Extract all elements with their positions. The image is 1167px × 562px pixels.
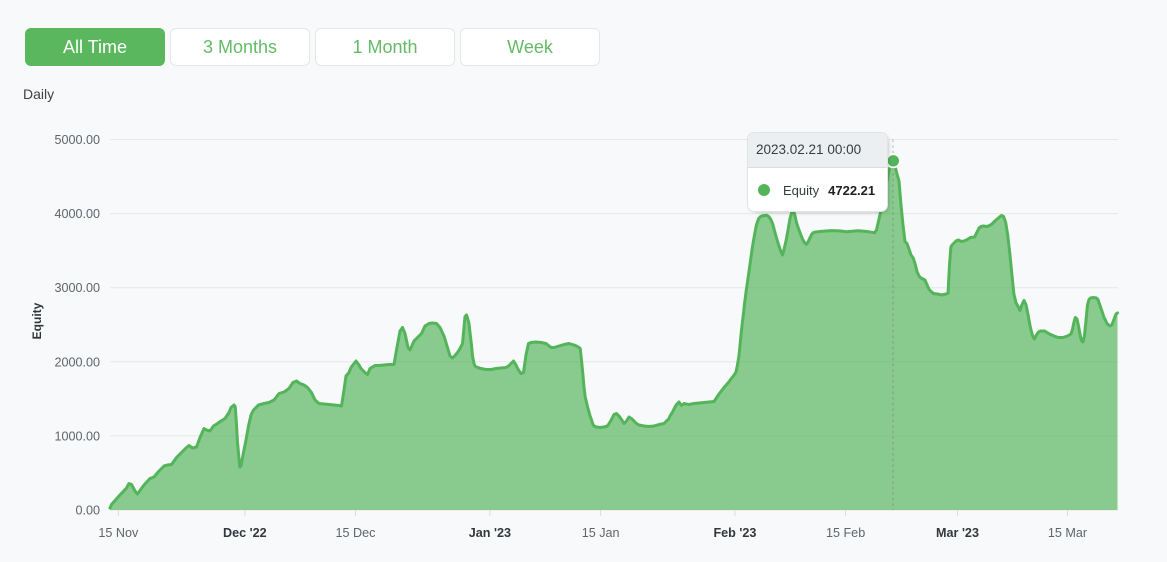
svg-text:Mar '23: Mar '23 — [936, 526, 979, 540]
svg-text:15 Nov: 15 Nov — [98, 526, 139, 540]
svg-text:5000.00: 5000.00 — [54, 133, 100, 147]
svg-text:3000.00: 3000.00 — [54, 281, 100, 295]
svg-text:1000.00: 1000.00 — [54, 429, 100, 443]
svg-text:Dec '22: Dec '22 — [223, 526, 267, 540]
svg-text:0.00: 0.00 — [75, 504, 100, 518]
svg-text:4000.00: 4000.00 — [54, 207, 100, 221]
svg-text:Jan '23: Jan '23 — [469, 526, 511, 540]
svg-text:15 Jan: 15 Jan — [582, 526, 620, 540]
svg-text:15 Dec: 15 Dec — [336, 526, 376, 540]
svg-text:2000.00: 2000.00 — [54, 355, 100, 369]
svg-text:15 Feb: 15 Feb — [826, 526, 865, 540]
svg-text:Equity: Equity — [30, 302, 44, 339]
svg-text:Feb '23: Feb '23 — [713, 526, 756, 540]
svg-text:15 Mar: 15 Mar — [1048, 526, 1087, 540]
